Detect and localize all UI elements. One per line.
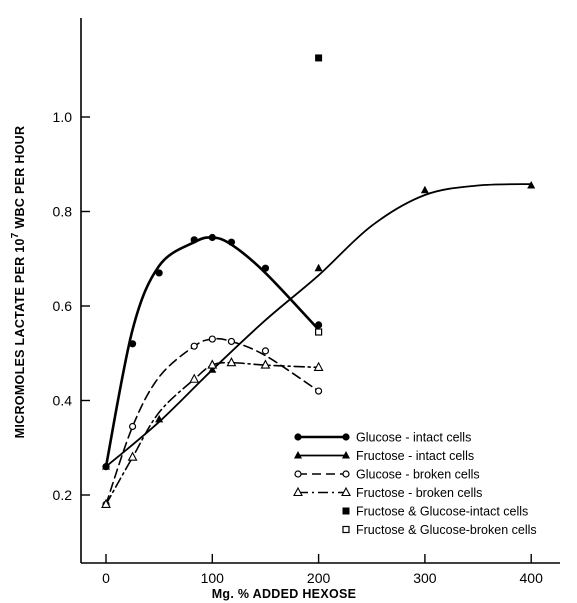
series-3 (101, 357, 324, 509)
series-1-point (527, 181, 536, 189)
legend-swatch-marker (294, 470, 302, 478)
series-3-point (127, 451, 138, 461)
series-1 (102, 181, 536, 470)
series-3-point (313, 361, 324, 371)
series-1-point (420, 185, 429, 194)
legend-label: Glucose - broken cells (356, 468, 480, 482)
series-4 (315, 54, 323, 62)
series-1-point (102, 462, 110, 470)
series-1-line (105, 183, 533, 468)
series-5-point (315, 328, 323, 336)
series-0-point (315, 321, 323, 329)
legend-swatch-marker (294, 451, 302, 459)
series-1-point (314, 263, 323, 272)
y-tick-label: 0.4 (53, 393, 73, 409)
series-3-point (189, 373, 200, 383)
legend-item: Fructose - broken cells (293, 486, 482, 500)
y-tick-label: 0.6 (53, 298, 73, 314)
legend-swatch-marker (293, 486, 303, 497)
series-2-point (261, 347, 270, 355)
legend-swatch-marker (342, 507, 350, 515)
series-3-point (101, 498, 111, 509)
legend-item: Fructose & Glucose-intact cells (342, 505, 528, 519)
x-tick-label: 400 (520, 570, 544, 586)
series-3-point (207, 359, 218, 369)
series-2-line (105, 337, 320, 506)
legend-swatch-marker (342, 525, 350, 534)
series-2-point (227, 337, 236, 346)
legend-label: Fructose & Glucose-broken cells (356, 523, 537, 537)
y-tick-label: 1.0 (53, 109, 73, 125)
y-axis-title-tail: WBC PER HOUR (13, 126, 27, 233)
series-0-point (227, 238, 236, 246)
series-0-point (208, 233, 216, 242)
x-tick-label: 0 (102, 570, 110, 586)
legend-label: Fructose - intact cells (356, 449, 474, 463)
y-tick-label: 0.2 (53, 487, 73, 503)
legend-item: Glucose - broken cells (294, 468, 480, 482)
series-3-point (226, 357, 237, 367)
series-0-point (190, 236, 198, 244)
x-tick-label: 300 (413, 570, 437, 586)
series-2-point (208, 335, 216, 343)
y-tick-label: 0.8 (53, 204, 73, 220)
legend-swatch-marker (294, 433, 302, 441)
x-tick-label: 100 (201, 570, 225, 586)
series-0 (102, 233, 323, 471)
legend-swatch-marker (342, 433, 350, 441)
legend-item: Fructose - intact cells (294, 449, 474, 463)
legend-swatch-marker (341, 486, 351, 497)
series-0-line (104, 236, 320, 468)
series-3-point (260, 359, 271, 369)
x-tick-label: 200 (307, 570, 331, 586)
ticks: 0 100 200 300 400 0.2 0.4 0.6 0.8 1.0 (53, 109, 544, 586)
y-axis-title-superscript: 7 (10, 232, 21, 238)
x-axis-title: Mg. % ADDED HEXOSE (212, 587, 357, 601)
series-5 (315, 328, 323, 336)
series-3-line (105, 361, 320, 506)
legend: Glucose - intact cells Fructose - intact … (293, 431, 537, 537)
legend-item: Glucose - intact cells (294, 431, 471, 445)
series-1-point (208, 365, 217, 373)
series-4-point (315, 54, 323, 62)
series-0-point (128, 340, 137, 348)
legend-swatch-marker (342, 470, 350, 478)
y-axis-title-main: MICROMOLES LACTATE PER 10 (13, 238, 27, 438)
legend-swatch-marker (342, 451, 350, 459)
series-layer (101, 54, 536, 509)
legend-label: Fructose & Glucose-intact cells (356, 505, 528, 519)
legend-label: Fructose - broken cells (356, 486, 482, 500)
plot-frame (80, 18, 560, 564)
series-2-point (315, 387, 323, 395)
legend-item: Fructose & Glucose-broken cells (342, 523, 537, 537)
series-2-point (190, 342, 198, 350)
series-0-point (155, 269, 163, 277)
legend-label: Glucose - intact cells (356, 431, 471, 445)
series-2-point (128, 422, 137, 431)
series-0-point (261, 264, 270, 272)
y-axis-title: MICROMOLES LACTATE PER 107 WBC PER HOUR (10, 126, 27, 439)
series-1-point (155, 414, 164, 423)
